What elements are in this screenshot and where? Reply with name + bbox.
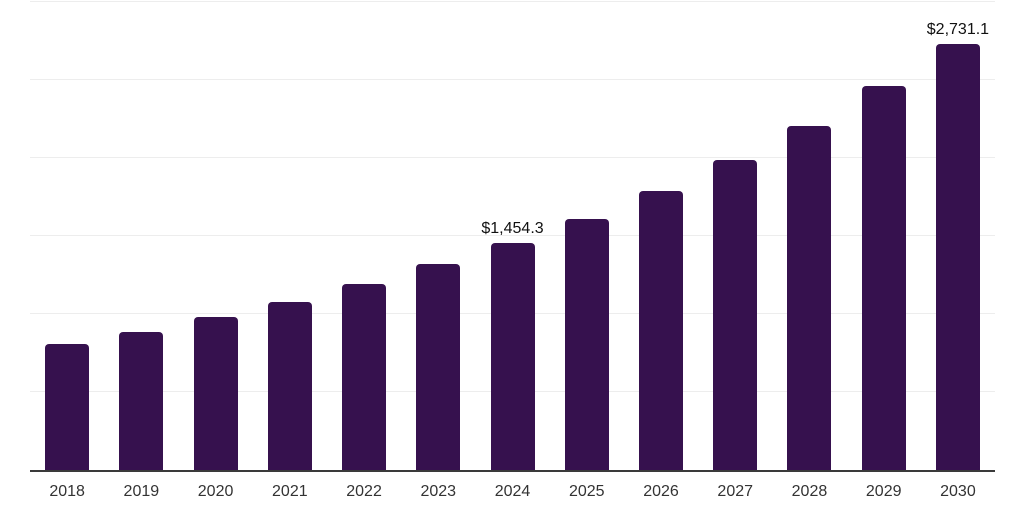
bar-2026 (638, 190, 683, 470)
bar-2019 (119, 331, 164, 470)
data-label-2030: $2,731.1 (926, 20, 990, 38)
x-tick-label-2024: 2024 (494, 483, 531, 500)
x-axis-labels: 2018 2019 2020 2021 2022 2023 2024 2025 2026 2027… (30, 482, 995, 502)
bar-2020 (193, 317, 238, 470)
bar-2023 (416, 264, 461, 470)
plot-area: $1,454.3 $2,731.1 (30, 1, 995, 472)
x-tick-label-2019: 2019 (123, 483, 160, 500)
x-axis-line (30, 470, 995, 472)
bar-slot-2029 (847, 2, 921, 470)
bar-slot-2025 (550, 2, 624, 470)
bar-slot-2022 (327, 2, 401, 470)
x-tick-label-2023: 2023 (420, 483, 457, 500)
x-tick-label-2029: 2029 (865, 483, 902, 500)
x-tick-label-2026: 2026 (643, 483, 679, 500)
bar-2029 (861, 86, 906, 470)
bar-slot-2023 (401, 2, 475, 470)
x-tick-label-2028: 2028 (791, 483, 828, 500)
x-tick-label-2022: 2022 (346, 483, 382, 500)
bar-slot-2019 (104, 2, 178, 470)
bars-container: $1,454.3 $2,731.1 (30, 2, 995, 470)
x-tick-label-2018: 2018 (49, 483, 85, 500)
data-label-2024: $1,454.3 (481, 220, 544, 238)
x-tick-label-2025: 2025 (568, 483, 605, 500)
gridline-1500 (30, 235, 995, 236)
gridline-2000 (30, 157, 995, 158)
bar-slot-2021 (253, 2, 327, 470)
bar-slot-2028 (772, 2, 846, 470)
bar-2018 (45, 343, 90, 470)
bar-2028 (787, 126, 832, 470)
gridline-3000 (30, 1, 995, 2)
x-tick-label-2021: 2021 (272, 483, 308, 500)
x-tick-label-2020: 2020 (197, 483, 234, 500)
bar-slot-2018 (30, 2, 104, 470)
gridline-2500 (30, 79, 995, 80)
x-tick-label-2030: 2030 (940, 483, 976, 500)
bar-2021 (267, 302, 312, 470)
bar-2025 (564, 218, 609, 470)
bar-slot-2027 (698, 2, 772, 470)
bar-2024 (490, 243, 535, 470)
bar-slot-2026 (624, 2, 698, 470)
bar-slot-2020 (178, 2, 252, 470)
bar-2027 (713, 160, 758, 470)
x-tick-label-2027: 2027 (717, 483, 754, 500)
bar-slot-2030: $2,731.1 (921, 2, 995, 470)
bar-slot-2024: $1,454.3 (475, 2, 549, 470)
bar-2030 (935, 43, 980, 470)
bar-2022 (342, 284, 387, 470)
